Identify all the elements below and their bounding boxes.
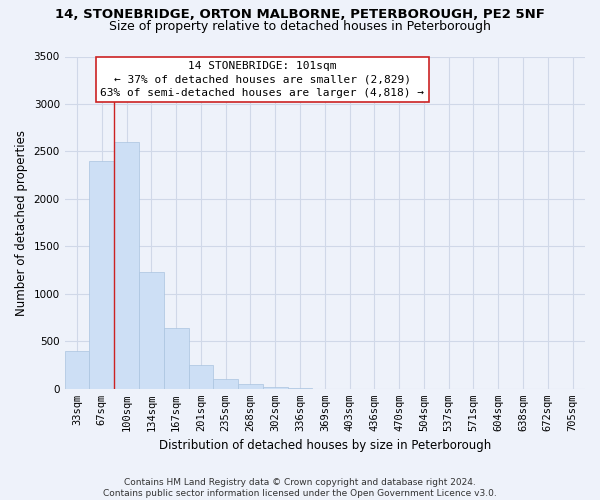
- Y-axis label: Number of detached properties: Number of detached properties: [15, 130, 28, 316]
- Text: Size of property relative to detached houses in Peterborough: Size of property relative to detached ho…: [109, 20, 491, 33]
- Bar: [238, 384, 263, 389]
- Text: 14 STONEBRIDGE: 101sqm
← 37% of detached houses are smaller (2,829)
63% of semi-: 14 STONEBRIDGE: 101sqm ← 37% of detached…: [100, 62, 424, 98]
- Bar: [164, 328, 188, 389]
- Bar: [214, 379, 238, 389]
- Bar: [114, 142, 139, 389]
- Bar: [65, 351, 89, 389]
- X-axis label: Distribution of detached houses by size in Peterborough: Distribution of detached houses by size …: [159, 440, 491, 452]
- Text: 14, STONEBRIDGE, ORTON MALBORNE, PETERBOROUGH, PE2 5NF: 14, STONEBRIDGE, ORTON MALBORNE, PETERBO…: [55, 8, 545, 20]
- Bar: [89, 161, 114, 389]
- Bar: [263, 387, 287, 389]
- Text: Contains HM Land Registry data © Crown copyright and database right 2024.
Contai: Contains HM Land Registry data © Crown c…: [103, 478, 497, 498]
- Bar: [139, 272, 164, 389]
- Bar: [188, 364, 214, 389]
